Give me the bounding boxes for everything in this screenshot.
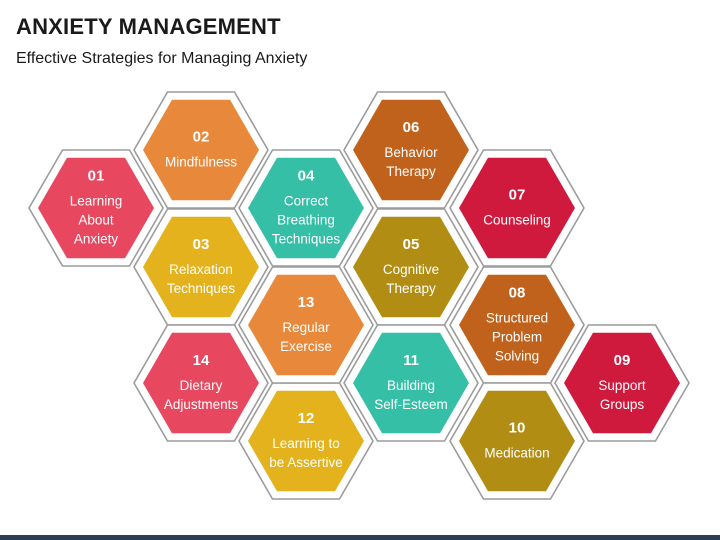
hexagon-label-line: Breathing xyxy=(277,213,335,228)
hexagon-label-line: Regular xyxy=(282,320,330,335)
hexagon-label-line: Therapy xyxy=(386,164,436,179)
hexagon-fill xyxy=(38,157,154,259)
hexagon-number: 03 xyxy=(193,236,210,253)
hexagon-fill xyxy=(143,99,259,201)
hexagon-08: 08 Structured Problem Solving xyxy=(449,266,585,384)
hexagon-label-line: Solving xyxy=(495,349,539,364)
hexagon-03: 03 Relaxation Techniques xyxy=(133,208,269,326)
hexagon-number: 09 xyxy=(614,352,631,369)
hexagon-number: 01 xyxy=(88,168,105,185)
hexagon-number: 04 xyxy=(298,168,315,185)
hexagon-13: 13 Regular Exercise xyxy=(238,266,374,384)
hexagon-number: 12 xyxy=(298,410,315,427)
hexagon-label-line: Cognitive xyxy=(383,262,439,277)
hexagon-11: 11 Building Self-Esteem xyxy=(343,324,479,442)
hexagon-fill xyxy=(459,274,575,376)
hexagon-label-line: Therapy xyxy=(386,281,436,296)
hexagon-fill xyxy=(248,157,364,259)
hexagon-05: 05 Cognitive Therapy xyxy=(343,208,479,326)
hexagon-10: 10 Medication xyxy=(449,382,585,500)
hexagon-label-line: Correct xyxy=(284,194,329,209)
hexagon-fill xyxy=(248,274,364,376)
hexagon-label-line: Techniques xyxy=(167,281,236,296)
hexagon-label-line: Mindfulness xyxy=(165,155,237,170)
hexagon-label-line: Learning xyxy=(70,194,123,209)
hexagon-fill xyxy=(353,99,469,201)
hexagon-label-line: Adjustments xyxy=(164,397,239,412)
hexagon-label-line: Counseling xyxy=(483,213,551,228)
hexagon-label-line: Building xyxy=(387,378,435,393)
hexagon-label-line: Techniques xyxy=(272,232,341,247)
hexagon-number: 05 xyxy=(403,236,420,253)
hexagon-14: 14 Dietary Adjustments xyxy=(133,324,269,442)
hexagon-label-line: Exercise xyxy=(280,339,332,354)
hexagon-04: 04 Correct Breathing Techniques xyxy=(238,149,374,267)
hexagon-label-line: Relaxation xyxy=(169,262,233,277)
hexagon-label-line: Support xyxy=(598,378,646,393)
hexagon-number: 10 xyxy=(509,420,526,437)
hexagon-label-line: Anxiety xyxy=(74,232,119,247)
hexagon-number: 07 xyxy=(509,187,526,204)
hexagon-label-line: be Assertive xyxy=(269,455,343,470)
footer-bar xyxy=(0,535,720,540)
hexagon-fill xyxy=(459,390,575,492)
hexagon-fill xyxy=(143,332,259,434)
hexagon-07: 07 Counseling xyxy=(449,149,585,267)
hexagon-06: 06 Behavior Therapy xyxy=(343,91,479,209)
hexagon-label-line: Dietary xyxy=(180,378,223,393)
page-title: ANXIETY MANAGEMENT xyxy=(16,14,281,39)
hexagon-02: 02 Mindfulness xyxy=(133,91,269,209)
hexagon-label-line: Learning to xyxy=(272,436,340,451)
hexagon-fill xyxy=(564,332,680,434)
hexagon-label-line: Behavior xyxy=(384,145,438,160)
hexagon-label-line: Groups xyxy=(600,397,645,412)
hexagon-09: 09 Support Groups xyxy=(554,324,690,442)
hexagon-number: 08 xyxy=(509,285,526,302)
hexagon-label-line: Problem xyxy=(492,330,542,345)
hexagon-fill xyxy=(353,216,469,318)
hexagon-fill xyxy=(459,157,575,259)
hexagon-label-line: Self-Esteem xyxy=(374,397,448,412)
hexagon-number: 02 xyxy=(193,129,210,146)
hexagon-number: 06 xyxy=(403,119,420,136)
hexagon-number: 11 xyxy=(403,352,419,369)
page-subtitle: Effective Strategies for Managing Anxiet… xyxy=(16,50,308,67)
hexagon-label-line: About xyxy=(78,213,114,228)
hexagon-01: 01 Learning About Anxiety xyxy=(28,149,164,267)
hexagon-12: 12 Learning to be Assertive xyxy=(238,382,374,500)
hexagon-number: 13 xyxy=(298,294,315,311)
hexagon-label-line: Medication xyxy=(484,446,549,461)
hexagon-fill xyxy=(248,390,364,492)
hexagon-number: 14 xyxy=(193,352,210,369)
hexagon-fill xyxy=(353,332,469,434)
hexagon-label-line: Structured xyxy=(486,311,548,326)
hexagon-fill xyxy=(143,216,259,318)
